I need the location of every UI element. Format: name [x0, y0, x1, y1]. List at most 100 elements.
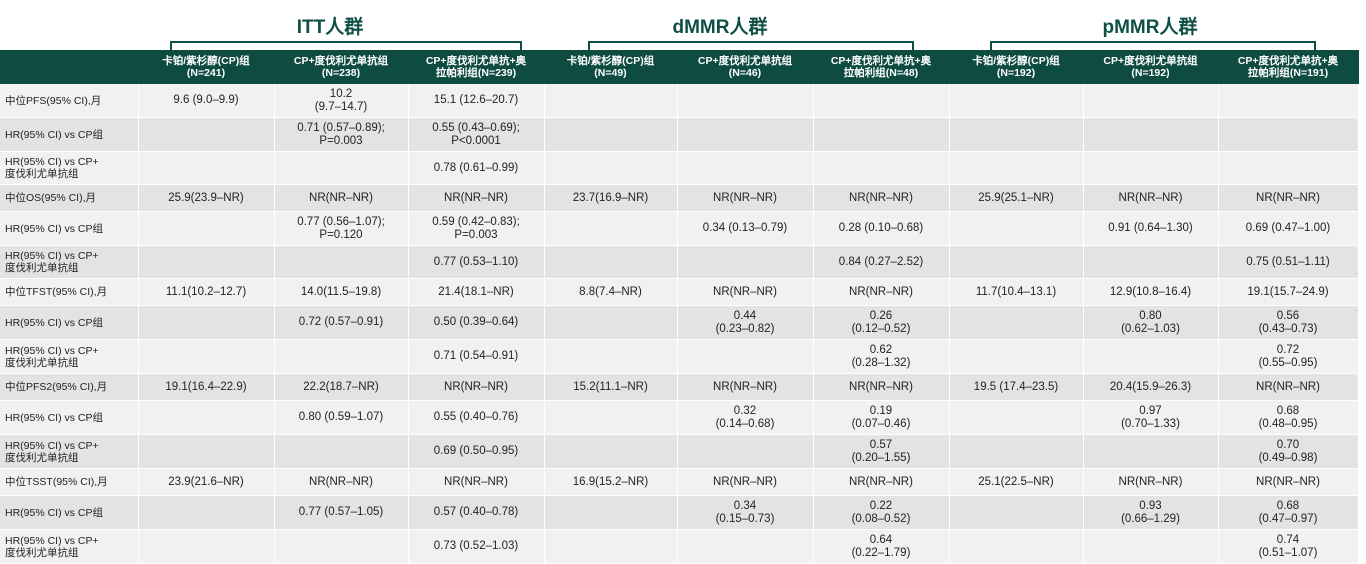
cell-text-line: 卡铂/紫杉醇(CP)组	[972, 55, 1060, 67]
cell-text-line: 0.91 (0.64–1.30)	[1108, 222, 1193, 234]
cell-text-line: 16.9(15.2–NR)	[572, 475, 649, 488]
table-cell: 0.93 (0.66–1.29)	[1083, 495, 1219, 530]
header-cell-arm: CP+度伐利尤单抗+奥 拉帕利组(N=48)	[813, 50, 950, 84]
table-cell	[544, 339, 678, 374]
cell-text-line: HR(95% CI) vs CP组	[5, 411, 104, 424]
table-cell: 19.5 (17.4–23.5)	[949, 373, 1084, 401]
table-cell: NR(NR–NR)	[677, 278, 814, 306]
table-cell	[138, 245, 275, 279]
cell-text-line: 0.22	[869, 499, 893, 512]
table-cell: 0.91 (0.64–1.30)	[1083, 211, 1219, 246]
group-title-itt: ITT人群	[296, 17, 364, 38]
table-cell: 23.9(21.6–NR)	[138, 468, 275, 496]
cell-text-line: (0.14–0.68)	[715, 417, 775, 430]
table-cell: 25.9(25.1–NR)	[949, 184, 1084, 212]
cell-text-line: 中位TFST(95% CI),月	[5, 286, 108, 298]
cell-text-line: NR(NR–NR)	[444, 380, 508, 393]
cell-text-line: 0.57	[869, 438, 893, 451]
table-cell: 0.77 (0.57–1.05)	[274, 495, 409, 530]
cell-text-line: 0.55 (0.40–0.76)	[433, 411, 519, 423]
table-cell: NR(NR–NR)	[408, 184, 545, 212]
cell-text-line: 25.1(22.5–NR)	[978, 475, 1054, 488]
table-cell	[138, 305, 275, 340]
header-cell-arm: 卡铂/紫杉醇(CP)组 (N=241)	[138, 50, 275, 84]
cell-text-line: 0.62	[869, 343, 893, 356]
table-cell: 0.78 (0.61–0.99)	[408, 151, 545, 185]
cell-text-line: NR(NR–NR)	[713, 380, 777, 393]
table-row: HR(95% CI) vs CP组 0.77 (0.56–1.07); P=0.12…	[0, 211, 1359, 246]
table-cell	[677, 434, 814, 469]
cell-text-line: 0.73 (0.52–1.03)	[433, 540, 519, 552]
table-cell	[949, 84, 1084, 118]
cell-text-line: (0.49–0.98)	[1258, 451, 1318, 464]
cell-text-line: (0.43–0.73)	[1258, 322, 1318, 335]
table-cell: 12.9(10.8–16.4)	[1083, 278, 1219, 306]
table-row: 中位OS(95% CI),月 25.9(23.9–NR) NR(NR–NR) NR(N…	[0, 184, 1359, 212]
cell-text-line: (0.20–1.55)	[851, 451, 911, 464]
cell-text-line: 0.68	[1276, 404, 1300, 417]
cell-text-line: CP+度伐利尤单抗+奥	[425, 55, 527, 67]
cell-text-line: NR(NR–NR)	[444, 475, 508, 488]
table-cell	[949, 400, 1084, 435]
cell-text-line: NR(NR–NR)	[849, 380, 913, 393]
table-row: HR(95% CI) vs CP组 0.72 (0.57–0.91) 0.50 (0…	[0, 305, 1359, 340]
table-cell	[949, 117, 1084, 152]
table-cell	[1218, 151, 1359, 185]
table-cell: 21.4(18.1–NR)	[408, 278, 545, 306]
cell-text-line: CP+度伐利尤单抗组	[697, 55, 793, 67]
table-cell: NR(NR–NR)	[1083, 184, 1219, 212]
table-cell: NR(NR–NR)	[274, 184, 409, 212]
table-cell: 25.9(23.9–NR)	[138, 184, 275, 212]
table-cell: 0.62 (0.28–1.32)	[813, 339, 950, 374]
row-label: 中位PFS(95% CI),月	[0, 84, 139, 118]
table-cell: NR(NR–NR)	[677, 373, 814, 401]
cell-text-line: 度伐利尤单抗组	[5, 546, 79, 559]
cell-text-line: HR(95% CI) vs CP组	[5, 222, 104, 235]
cell-text-line: 22.2(18.7–NR)	[303, 380, 379, 393]
table-cell: 0.73 (0.52–1.03)	[408, 529, 545, 564]
cell-text-line: 0.93	[1139, 499, 1162, 512]
table-cell: 0.56 (0.43–0.73)	[1218, 305, 1359, 340]
table-cell: 0.77 (0.53–1.10)	[408, 245, 545, 279]
table-cell	[138, 339, 275, 374]
table-cell	[544, 529, 678, 564]
table-cell: 0.80 (0.62–1.03)	[1083, 305, 1219, 340]
cell-text-line: 0.71 (0.54–0.91)	[433, 350, 519, 362]
table-cell	[1083, 339, 1219, 374]
table-cell	[274, 529, 409, 564]
cell-text-line: (0.07–0.46)	[851, 417, 911, 430]
cell-text-line: CP+度伐利尤单抗组	[1103, 55, 1198, 67]
table-cell: 0.55 (0.40–0.76)	[408, 400, 545, 435]
table-cell	[138, 495, 275, 530]
header-cell-label	[0, 50, 139, 84]
table-cell	[813, 151, 950, 185]
cell-text-line: 0.26	[869, 309, 893, 322]
cell-text-line: NR(NR–NR)	[1118, 191, 1183, 204]
row-label: HR(95% CI) vs CP+ 度伐利尤单抗组	[0, 529, 139, 564]
table-cell	[677, 84, 814, 118]
table-cell: NR(NR–NR)	[1218, 468, 1359, 496]
table-cell	[544, 151, 678, 185]
cell-text-line: 0.77 (0.56–1.07);	[297, 215, 385, 228]
row-label: HR(95% CI) vs CP组	[0, 117, 139, 152]
table-cell: 0.44 (0.23–0.82)	[677, 305, 814, 340]
table-cell: 0.26 (0.12–0.52)	[813, 305, 950, 340]
header-cell-arm: CP+度伐利尤单抗组 (N=192)	[1083, 50, 1219, 84]
cell-text-line: 0.57 (0.40–0.78)	[433, 506, 519, 518]
table-row: HR(95% CI) vs CP+ 度伐利尤单抗组 0.69 (0.50–0.95)…	[0, 434, 1359, 469]
table-cell	[813, 84, 950, 118]
table-cell	[677, 117, 814, 152]
table-cell: NR(NR–NR)	[813, 468, 950, 496]
cell-text-line: HR(95% CI) vs CP组	[5, 316, 104, 329]
table-cell	[1083, 245, 1219, 279]
table-cell	[274, 151, 409, 185]
table-cell: NR(NR–NR)	[1218, 373, 1359, 401]
table-cell: NR(NR–NR)	[274, 468, 409, 496]
table-cell	[1218, 84, 1359, 118]
cell-text-line: 0.68	[1276, 499, 1300, 512]
table-row: HR(95% CI) vs CP+ 度伐利尤单抗组 0.77 (0.53–1.10)…	[0, 245, 1359, 279]
cell-text-line: 14.0(11.5–19.8)	[300, 285, 382, 298]
table-cell: 20.4(15.9–26.3)	[1083, 373, 1219, 401]
table-cell	[949, 339, 1084, 374]
table-cell: 0.72 (0.57–0.91)	[274, 305, 409, 340]
